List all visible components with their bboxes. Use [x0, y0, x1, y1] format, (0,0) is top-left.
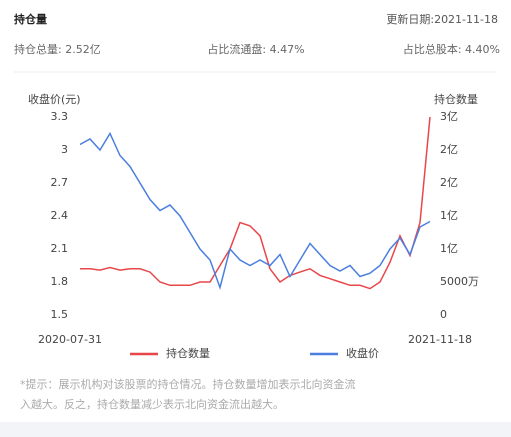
y-tick-label: 1.5: [51, 308, 69, 321]
series-line: [80, 116, 431, 290]
y2-tick-label: 1亿: [440, 242, 458, 255]
note: *提示：展示机构对该股票的持仓情况。持仓数量增加表示北向资金流: [20, 377, 356, 391]
y-tick-label: 3: [61, 143, 68, 156]
update-date: 更新日期:2021-11-18: [386, 12, 498, 26]
legend-label: 持仓数量: [166, 346, 210, 360]
y-axis-title: 收盘价(元): [28, 92, 81, 106]
title: 持仓量: [14, 12, 47, 26]
y-tick-label: 2.4: [51, 209, 69, 222]
y2-axis-title: 持仓数量: [434, 92, 478, 106]
y2-tick-label: 1亿: [440, 209, 458, 222]
y2-tick-label: 2亿: [440, 143, 458, 156]
y2-tick-label: 0: [440, 308, 447, 321]
x-tick-label: 2021-11-18: [408, 333, 472, 346]
x-tick-label: 2020-07-31: [38, 333, 102, 346]
stat: 持仓总量: 2.52亿: [14, 42, 101, 56]
y-tick-label: 1.8: [51, 275, 69, 288]
y-tick-label: 2.7: [51, 176, 69, 189]
stat: 占比总股本: 4.40%: [403, 42, 500, 56]
y2-tick-label: 2亿: [440, 176, 458, 189]
y-tick-label: 2.1: [51, 242, 69, 255]
footer-bar: [0, 422, 511, 437]
note: 入越大。反之，持仓数量减少表示北向资金流出越大。: [20, 397, 284, 411]
stat: 占比流通盘: 4.47%: [207, 42, 304, 56]
y2-tick-label: 5000万: [440, 275, 479, 288]
y2-tick-label: 3亿: [440, 110, 458, 123]
y-tick-label: 3.3: [51, 110, 69, 123]
series-line: [79, 131, 431, 291]
legend-label: 收盘价: [346, 346, 379, 360]
